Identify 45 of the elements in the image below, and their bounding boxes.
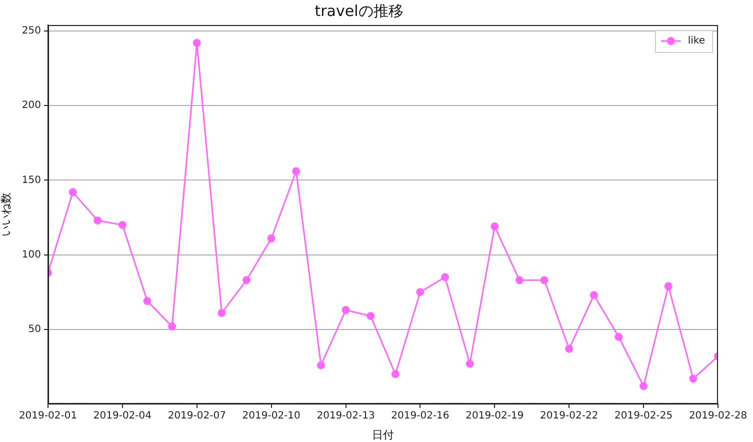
point bbox=[565, 344, 574, 353]
x-tick-label: 2019-02-22 bbox=[540, 410, 598, 422]
point bbox=[168, 322, 176, 330]
point bbox=[441, 273, 450, 282]
x-tick-label: 2019-02-19 bbox=[466, 410, 524, 422]
point bbox=[391, 370, 400, 378]
point bbox=[640, 382, 648, 390]
x-tick-label: 2019-02-07 bbox=[168, 410, 226, 422]
point bbox=[515, 276, 524, 284]
x-tick-label: 2019-02-16 bbox=[391, 410, 450, 422]
y-tick-label: 100 bbox=[22, 249, 41, 260]
point bbox=[143, 297, 152, 306]
point bbox=[118, 220, 126, 229]
x-tick-label: 2019-02-04 bbox=[93, 410, 152, 422]
point bbox=[416, 288, 424, 296]
x-axis-title: 日付 bbox=[372, 428, 394, 442]
point bbox=[94, 216, 102, 224]
point bbox=[292, 167, 300, 176]
point bbox=[68, 188, 77, 196]
point bbox=[590, 291, 598, 300]
point bbox=[664, 282, 672, 290]
point bbox=[466, 360, 474, 368]
point bbox=[540, 276, 548, 284]
y-axis-title: いいね数 bbox=[0, 192, 12, 236]
point bbox=[490, 222, 499, 230]
point bbox=[242, 276, 251, 284]
x-tick-label: 2019-02-25 bbox=[614, 410, 673, 422]
point bbox=[316, 361, 325, 370]
point bbox=[192, 38, 201, 47]
x-tick-label: 2019-02-01 bbox=[18, 410, 78, 422]
x-tick-label: 2019-02-13 bbox=[316, 410, 375, 422]
x-tick-label: 2019-02-28 bbox=[688, 410, 748, 422]
legend-label: like bbox=[688, 36, 706, 47]
point bbox=[366, 312, 375, 320]
point bbox=[689, 374, 698, 383]
point bbox=[267, 234, 276, 242]
point bbox=[614, 332, 623, 341]
chart-title: travelの推移 bbox=[314, 2, 404, 20]
y-tick-label: 200 bbox=[22, 100, 41, 112]
y-tick-label: 250 bbox=[22, 26, 41, 37]
y-tick-label: 150 bbox=[22, 174, 41, 186]
x-tick-label: 2019-02-10 bbox=[242, 410, 300, 422]
y-tick-label: 50 bbox=[28, 324, 41, 335]
point bbox=[342, 306, 350, 314]
point bbox=[218, 308, 226, 317]
